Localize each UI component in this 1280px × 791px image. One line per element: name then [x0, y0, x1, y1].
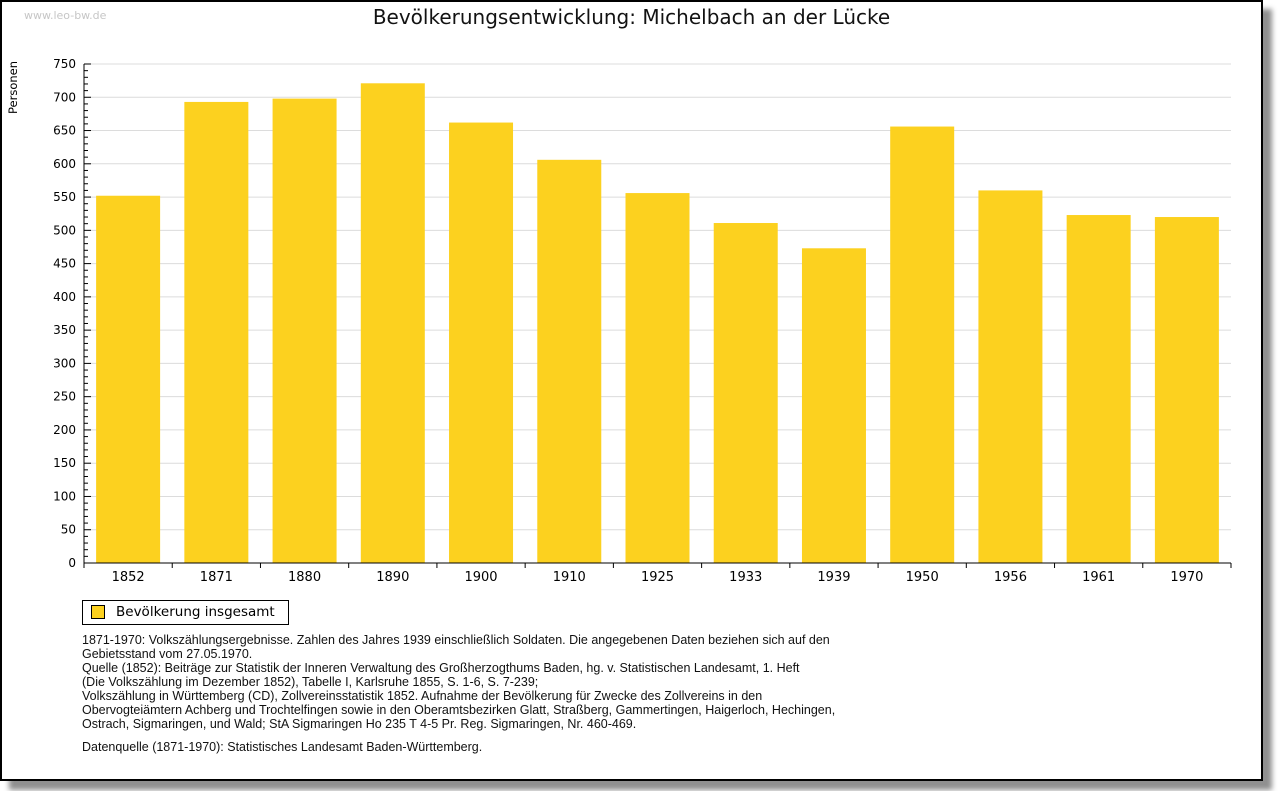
- footnote-line: (Die Volkszählung im Dezember 1852), Tab…: [82, 675, 539, 689]
- footnote-line: Gebietsstand vom 27.05.1970.: [82, 647, 253, 661]
- y-tick-label: 50: [61, 523, 76, 537]
- bar-1933: [713, 223, 778, 564]
- y-tick-label: 650: [53, 124, 76, 138]
- footnote-line: Obervogteiämtern Achberg und Trochtelfin…: [82, 703, 836, 717]
- x-tick-label: 1956: [994, 570, 1027, 585]
- x-tick-label: 1890: [376, 570, 409, 585]
- x-tick-label: 1939: [817, 570, 850, 585]
- bar-1950: [890, 126, 955, 564]
- footnote-line: 1871-1970: Volkszählungsergebnisse. Zahl…: [82, 633, 830, 647]
- y-tick-label: 100: [53, 489, 76, 503]
- x-tick-label: 1925: [641, 570, 674, 585]
- y-tick-label: 0: [68, 556, 76, 570]
- bar-1852: [96, 195, 161, 563]
- x-tick-label: 1970: [1170, 570, 1203, 585]
- footnotes: 1871-1970: Volkszählungsergebnisse. Zahl…: [82, 633, 912, 754]
- y-tick-label: 400: [53, 290, 76, 304]
- bar-1900: [449, 122, 514, 564]
- x-tick-label: 1880: [288, 570, 321, 585]
- y-tick-label: 700: [53, 90, 76, 104]
- chart-window: www.leo-bw.de Bevölkerungsentwicklung: M…: [0, 0, 1263, 781]
- y-axis-title: Personen: [6, 61, 20, 114]
- y-tick-label: 300: [53, 356, 76, 370]
- y-tick-label: 250: [53, 390, 76, 404]
- footnote-line: Ostrach, Sigmaringen, und Wald; StA Sigm…: [82, 717, 637, 731]
- footnote-line: Quelle (1852): Beiträge zur Statistik de…: [82, 661, 800, 675]
- y-tick-label: 600: [53, 157, 76, 171]
- bar-1939: [801, 248, 866, 563]
- y-tick-label: 150: [53, 456, 76, 470]
- legend-label: Bevölkerung insgesamt: [116, 604, 275, 620]
- bar-1871: [184, 101, 249, 563]
- y-tick-label: 500: [53, 223, 76, 237]
- x-tick-label: 1852: [112, 570, 145, 585]
- legend: Bevölkerung insgesamt: [82, 600, 289, 625]
- bar-1970: [1154, 217, 1219, 563]
- y-tick-label: 750: [53, 57, 76, 71]
- y-tick-label: 200: [53, 423, 76, 437]
- bar-1961: [1066, 215, 1131, 563]
- legend-swatch-icon: [91, 605, 105, 619]
- bar-1890: [360, 83, 425, 563]
- x-tick-label: 1933: [729, 570, 762, 585]
- chart-title: Bevölkerungsentwicklung: Michelbach an d…: [372, 5, 891, 29]
- x-tick-label: 1950: [906, 570, 939, 585]
- bar-1880: [272, 98, 337, 563]
- bar-1910: [537, 159, 602, 564]
- footnote-line: Volkszählung in Württemberg (CD), Zollve…: [82, 689, 763, 703]
- x-tick-label: 1910: [553, 570, 586, 585]
- x-tick-label: 1961: [1082, 570, 1115, 585]
- bar-1956: [978, 190, 1043, 563]
- y-tick-label: 450: [53, 257, 76, 271]
- bar-1925: [625, 193, 690, 564]
- x-tick-label: 1871: [200, 570, 233, 585]
- y-tick-label: 350: [53, 323, 76, 337]
- data-source-line: Datenquelle (1871-1970): Statistisches L…: [82, 740, 483, 754]
- watermark-url: www.leo-bw.de: [24, 9, 107, 22]
- y-tick-label: 550: [53, 190, 76, 204]
- population-bar-chart: 0 50 100 150 200 250 300 350 400 450 500 550 600 650 7…: [6, 57, 1232, 585]
- x-tick-label: 1900: [464, 570, 497, 585]
